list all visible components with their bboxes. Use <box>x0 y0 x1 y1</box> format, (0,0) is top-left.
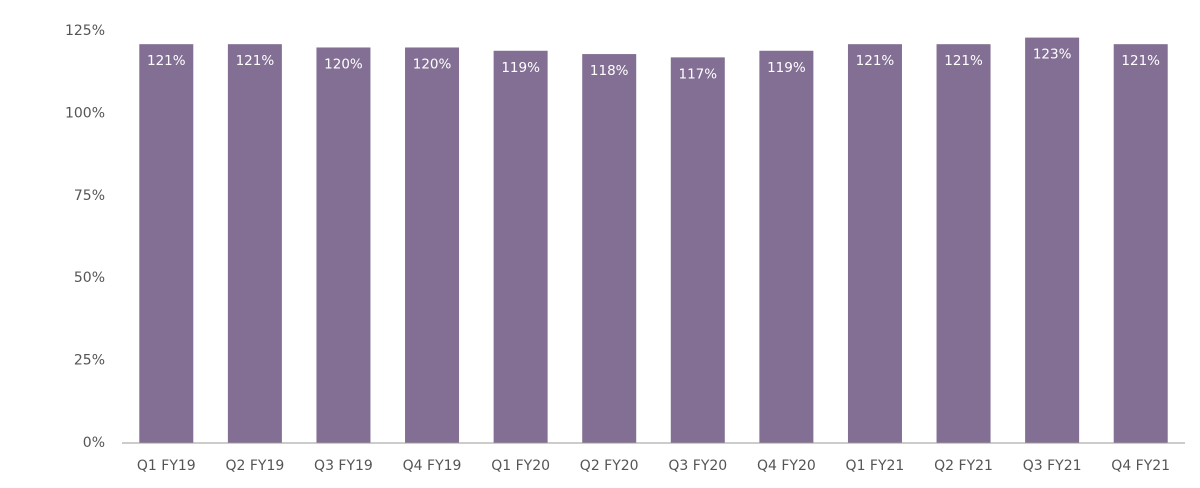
x-tick-label: Q4 FY20 <box>757 458 816 474</box>
value-label: 123% <box>1033 47 1072 63</box>
value-label: 121% <box>147 53 186 69</box>
value-label: 121% <box>1121 53 1160 69</box>
y-tick-label: 50% <box>74 270 105 286</box>
x-tick-label: Q2 FY20 <box>580 458 639 474</box>
bar <box>670 57 725 443</box>
y-tick-label: 25% <box>74 353 105 369</box>
bar <box>139 44 194 444</box>
y-tick-label: 100% <box>65 105 105 121</box>
value-label: 121% <box>856 53 895 69</box>
x-tick-label: Q4 FY19 <box>403 458 462 474</box>
bar <box>316 47 371 443</box>
y-tick-label: 75% <box>74 188 105 204</box>
value-label: 121% <box>944 53 983 69</box>
bar <box>405 47 460 443</box>
bar <box>1113 44 1168 444</box>
x-tick-label: Q2 FY21 <box>934 458 993 474</box>
bar <box>1025 37 1080 443</box>
bar <box>582 54 637 444</box>
value-label: 118% <box>590 63 629 79</box>
x-tick-label: Q3 FY20 <box>668 458 727 474</box>
x-tick-label: Q1 FY21 <box>846 458 905 474</box>
y-tick-label: 0% <box>83 435 105 451</box>
bar <box>493 50 548 443</box>
x-tick-label: Q2 FY19 <box>225 458 284 474</box>
value-label: 119% <box>767 60 806 76</box>
bar <box>759 50 814 443</box>
x-tick-label: Q1 FY19 <box>137 458 196 474</box>
x-tick-label: Q1 FY20 <box>491 458 550 474</box>
value-label: 120% <box>324 56 363 72</box>
y-tick-label: 125% <box>65 23 105 39</box>
bar <box>227 44 282 444</box>
value-label: 119% <box>501 60 540 76</box>
bar <box>847 44 902 444</box>
value-label: 117% <box>678 66 717 82</box>
value-label: 121% <box>236 53 275 69</box>
x-tick-label: Q4 FY21 <box>1111 458 1170 474</box>
value-label: 120% <box>413 56 452 72</box>
bar <box>936 44 991 444</box>
x-tick-label: Q3 FY19 <box>314 458 373 474</box>
x-tick-label: Q3 FY21 <box>1023 458 1082 474</box>
